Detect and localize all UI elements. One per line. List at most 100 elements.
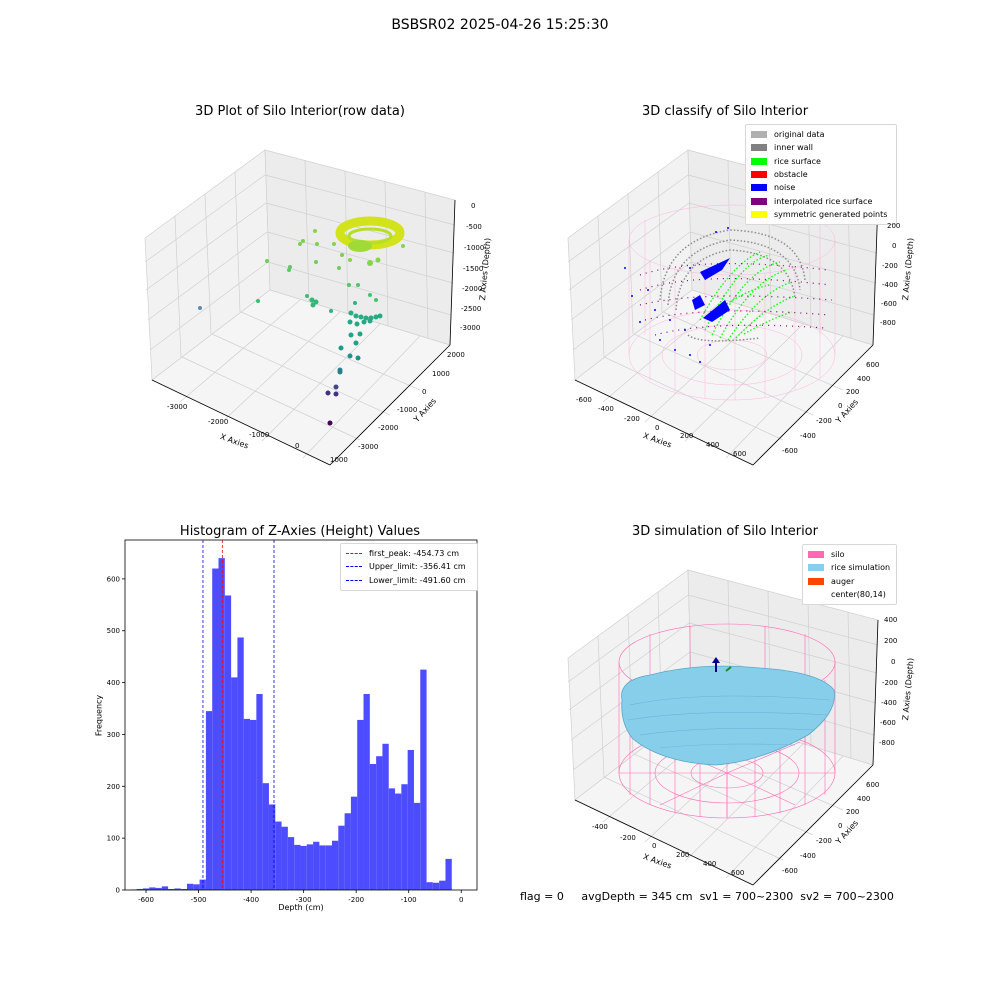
legend-item: obstacle bbox=[751, 168, 891, 181]
histogram-bar bbox=[432, 882, 440, 890]
histogram-bar bbox=[369, 764, 377, 890]
p1-y-tick: 1000 bbox=[432, 370, 450, 378]
auger bbox=[712, 657, 732, 672]
histogram-bar bbox=[212, 568, 219, 890]
histogram-bar bbox=[413, 802, 421, 890]
avg-depth-text: avgDepth = 345 cm bbox=[581, 890, 693, 903]
p4-y-tick: 0 bbox=[838, 822, 843, 830]
p1-y-tick: 0 bbox=[422, 388, 427, 396]
histogram-bar bbox=[300, 845, 307, 890]
x-tick-label: -400 bbox=[243, 896, 259, 904]
histogram-bar bbox=[319, 845, 326, 890]
p4-x-tick: -200 bbox=[620, 834, 636, 842]
p4-y-tick: -400 bbox=[800, 852, 816, 860]
histogram-bar bbox=[420, 669, 427, 890]
histogram-bar bbox=[174, 888, 181, 890]
p1-z-tick: -1500 bbox=[463, 265, 484, 273]
histogram-bar bbox=[161, 886, 169, 890]
p2-x-tick: -200 bbox=[624, 415, 640, 423]
p2-x-tick: 400 bbox=[706, 441, 720, 449]
histogram-bar bbox=[363, 694, 370, 890]
histogram-bar bbox=[325, 845, 332, 890]
histogram-bar bbox=[344, 813, 351, 890]
histogram-bar bbox=[149, 887, 156, 890]
histogram-bar bbox=[168, 888, 175, 890]
legend-item: rice surface bbox=[751, 155, 891, 168]
p2-y-tick: -600 bbox=[782, 447, 798, 455]
y-tick-label: 300 bbox=[107, 731, 120, 739]
histogram-bar bbox=[275, 821, 282, 890]
p2-z-tick: -800 bbox=[880, 319, 896, 327]
p1-y-tick: -1000 bbox=[397, 406, 418, 414]
p1-x-tick: 1000 bbox=[330, 456, 348, 464]
p1-z-tick: -1000 bbox=[464, 244, 485, 252]
p3-x-label: Depth (cm) bbox=[278, 903, 324, 912]
histogram-bar bbox=[445, 858, 452, 890]
p4-x-tick: 600 bbox=[731, 869, 745, 877]
limit-lines bbox=[202, 540, 275, 890]
panel2-title: 3D classify of Silo Interior bbox=[641, 104, 809, 119]
histogram-bar bbox=[439, 880, 446, 890]
p2-x-tick: 200 bbox=[680, 432, 694, 440]
flag-text: flag = 0 bbox=[520, 890, 564, 903]
panel3-legend: first_peak: -454.73 cm Upper_limit: -356… bbox=[340, 543, 478, 591]
p2-z-tick: -400 bbox=[882, 281, 898, 289]
histogram-bar bbox=[155, 887, 162, 890]
legend-item: Upper_limit: -356.41 cm bbox=[346, 560, 472, 573]
histogram-bar bbox=[193, 884, 200, 890]
histogram-bar bbox=[231, 677, 238, 890]
p2-y-tick: -200 bbox=[816, 417, 832, 425]
p1-x-tick: -2000 bbox=[208, 418, 229, 426]
p1-z-tick: -500 bbox=[466, 223, 482, 231]
p2-y-tick: 400 bbox=[857, 375, 871, 383]
histogram-bar bbox=[243, 718, 251, 890]
p4-y-tick: 200 bbox=[846, 808, 860, 816]
p1-x-tick: -3000 bbox=[167, 403, 188, 411]
panel2-legend: original data inner wall rice surface ob… bbox=[745, 124, 897, 226]
y-tick-label: 500 bbox=[107, 627, 120, 635]
p4-z-tick: -600 bbox=[880, 719, 896, 727]
histogram-bar bbox=[262, 783, 269, 890]
legend-item: silo bbox=[808, 548, 891, 561]
histogram-bar bbox=[331, 840, 339, 890]
histogram-bar bbox=[250, 719, 257, 890]
panel3-title: Histogram of Z-Axies (Height) Values bbox=[179, 524, 421, 539]
p2-y-tick: -400 bbox=[800, 432, 816, 440]
status-line: flag = 0 avgDepth = 345 cm sv1 = 700~230… bbox=[520, 890, 894, 903]
panel4-title: 3D simulation of Silo Interior bbox=[632, 524, 818, 539]
histogram-bar bbox=[395, 793, 402, 890]
p1-x-tick: 0 bbox=[295, 442, 300, 450]
legend-item: center(80,14) bbox=[808, 588, 891, 601]
histogram-bar bbox=[136, 888, 143, 890]
p2-z-tick: 0 bbox=[892, 242, 897, 250]
y-tick-label: 100 bbox=[107, 835, 120, 843]
p1-z-tick: -3000 bbox=[460, 324, 481, 332]
p1-x-tick: -1000 bbox=[249, 431, 270, 439]
p1-y-tick: -2000 bbox=[378, 424, 399, 432]
p1-y-tick: -3000 bbox=[358, 443, 379, 451]
sv2-text: sv2 = 700~2300 bbox=[800, 890, 894, 903]
p2-x-tick: 0 bbox=[655, 424, 660, 432]
silo-wireframe bbox=[628, 204, 836, 401]
y-tick-label: 400 bbox=[107, 679, 120, 687]
interpolated-surface-points bbox=[639, 262, 833, 336]
p2-x-tick: 600 bbox=[733, 450, 747, 458]
p2-z-tick: -600 bbox=[881, 300, 897, 308]
histogram-bar bbox=[388, 788, 396, 890]
histogram-bar bbox=[407, 750, 414, 890]
p4-x-tick: 0 bbox=[652, 842, 657, 850]
sv1-text: sv1 = 700~2300 bbox=[699, 890, 794, 903]
scatter-points bbox=[198, 229, 405, 426]
legend-item: noise bbox=[751, 181, 891, 194]
p4-z-tick: 400 bbox=[884, 616, 898, 624]
histogram-bar bbox=[357, 719, 364, 890]
p4-z-tick: -200 bbox=[882, 679, 898, 687]
p4-x-tick: -400 bbox=[592, 823, 608, 831]
p2-y-tick: 0 bbox=[838, 402, 843, 410]
panel1-title: 3D Plot of Silo Interior(row data) bbox=[195, 104, 405, 119]
y-tick-label: 600 bbox=[107, 575, 120, 583]
plot-frame bbox=[124, 539, 478, 891]
